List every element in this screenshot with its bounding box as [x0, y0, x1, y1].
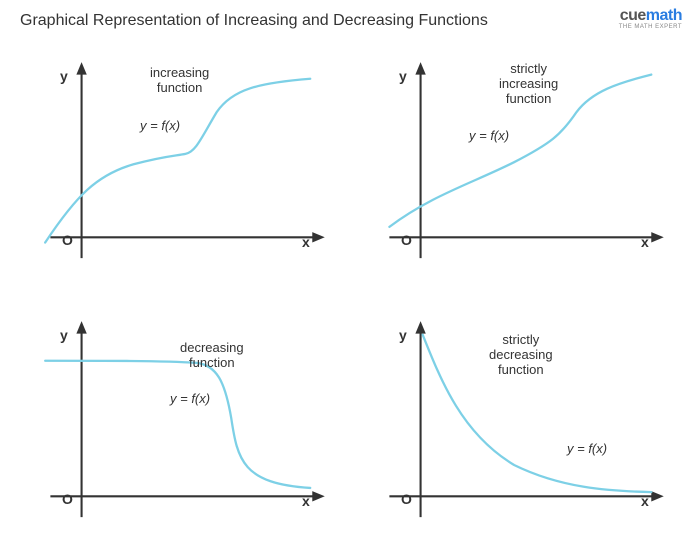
- function-type-label: increasingfunction: [150, 66, 209, 96]
- y-axis-label: y: [60, 68, 68, 84]
- origin-label: O: [401, 232, 412, 248]
- equation-label: y = f(x): [170, 391, 210, 406]
- chart-panel-strictly_decreasing: y x Ostrictlydecreasingfunction y = f(x): [379, 319, 670, 538]
- chart-panel-decreasing: y x Odecreasingfunction y = f(x): [40, 319, 331, 538]
- page-root: Graphical Representation of Increasing a…: [0, 0, 700, 556]
- function-curve: [45, 79, 310, 243]
- x-axis-label: x: [641, 234, 649, 250]
- equation-label: y = f(x): [567, 441, 607, 456]
- x-axis-label: x: [302, 234, 310, 250]
- page-title: Graphical Representation of Increasing a…: [20, 12, 488, 30]
- x-axis-label: x: [302, 493, 310, 509]
- function-type-label: strictlydecreasingfunction: [489, 333, 553, 378]
- brand-logo: cuemath THE MATH EXPERT: [619, 8, 682, 30]
- chart-panel-strictly_increasing: y x Ostrictlyincreasingfunction y = f(x): [379, 60, 670, 279]
- function-type-label: strictlyincreasingfunction: [499, 62, 558, 107]
- brand-prefix: cue: [620, 7, 646, 24]
- y-axis-label: y: [399, 327, 407, 343]
- origin-label: O: [62, 491, 73, 507]
- x-axis-label: x: [641, 493, 649, 509]
- function-curve: [45, 361, 310, 488]
- equation-label: y = f(x): [140, 118, 180, 133]
- chart-panel-increasing: y x Oincreasingfunction y = f(x): [40, 60, 331, 279]
- brand-name: cuemath: [619, 8, 682, 24]
- chart-grid: y x Oincreasingfunction y = f(x) y x Ostrictl…: [40, 60, 670, 538]
- brand-tagline: THE MATH EXPERT: [619, 24, 682, 30]
- origin-label: O: [62, 232, 73, 248]
- function-type-label: decreasingfunction: [180, 341, 244, 371]
- equation-label: y = f(x): [469, 128, 509, 143]
- brand-suffix: math: [646, 7, 682, 24]
- y-axis-label: y: [399, 68, 407, 84]
- origin-label: O: [401, 491, 412, 507]
- y-axis-label: y: [60, 327, 68, 343]
